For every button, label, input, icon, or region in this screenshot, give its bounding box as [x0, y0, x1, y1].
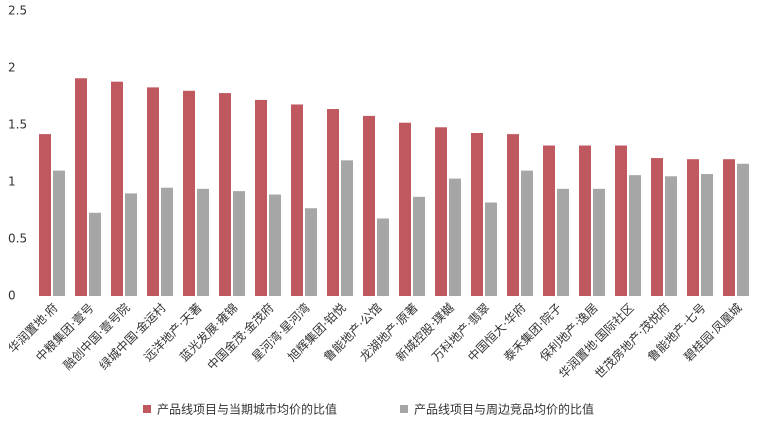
bar	[687, 159, 699, 296]
bar	[377, 218, 389, 296]
bar	[291, 104, 303, 296]
bar	[233, 191, 245, 296]
bar	[507, 134, 519, 296]
legend-label: 产品线项目与当期城市均价的比值	[157, 402, 337, 417]
bar	[701, 174, 713, 296]
bar	[183, 90, 195, 296]
bar	[579, 145, 591, 296]
bar	[629, 175, 641, 296]
bar	[305, 208, 317, 296]
bar	[737, 163, 749, 296]
bar	[435, 127, 447, 296]
bar	[399, 122, 411, 296]
bar	[341, 160, 353, 296]
bar	[75, 78, 87, 296]
bar	[111, 81, 123, 297]
y-tick-label: 2	[8, 61, 16, 75]
legend-swatch	[400, 405, 408, 413]
y-tick-label: 0.5	[8, 232, 27, 246]
bar	[615, 145, 627, 296]
bar	[39, 134, 51, 296]
bar	[269, 194, 281, 296]
legend-label: 产品线项目与周边竞品均价的比值	[414, 402, 594, 417]
y-tick-label: 1	[8, 175, 16, 189]
bar	[471, 132, 483, 296]
y-tick-label: 0	[8, 289, 16, 303]
bar	[53, 170, 65, 296]
bar	[521, 170, 533, 296]
bar	[449, 178, 461, 296]
bar	[485, 202, 497, 296]
bar	[89, 212, 101, 296]
bar	[413, 196, 425, 296]
bar	[197, 188, 209, 296]
bar	[557, 188, 569, 296]
bar	[593, 188, 605, 296]
bar	[125, 193, 137, 296]
bar	[255, 99, 267, 296]
bar	[327, 109, 339, 296]
bar	[543, 145, 555, 296]
bar	[219, 93, 231, 296]
bar	[723, 159, 735, 296]
bar	[147, 87, 159, 296]
bar	[363, 115, 375, 296]
y-tick-label: 1.5	[8, 118, 27, 132]
bar	[651, 158, 663, 296]
bar	[665, 176, 677, 296]
legend-swatch	[143, 405, 151, 413]
y-tick-label: 2.5	[8, 4, 27, 18]
bar	[161, 187, 173, 296]
